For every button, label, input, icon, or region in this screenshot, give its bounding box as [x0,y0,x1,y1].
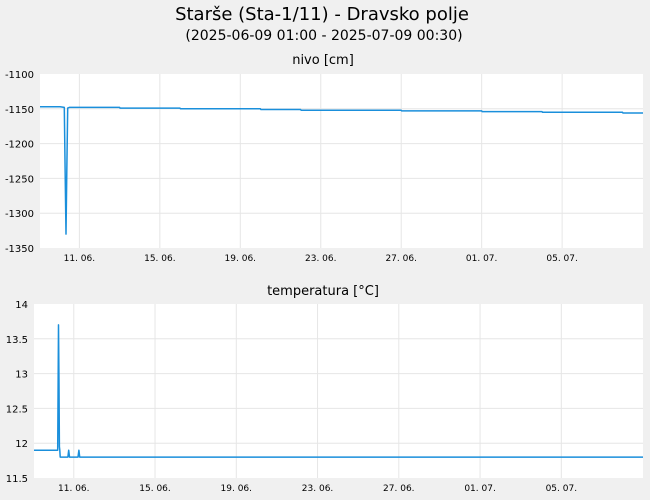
chart-temperatura-plot-area [34,304,643,478]
nivo-series-line [40,105,643,235]
nivo-xtick-label: 15. 06. [144,254,176,264]
nivo-ytick-label: -1150 [5,105,34,116]
page-title: Starše (Sta-1/11) - Dravsko polje [175,4,469,25]
page-subtitle: (2025-06-09 01:00 - 2025-07-09 00:30) [185,28,462,44]
temperatura-ytick-label: 12 [15,439,28,450]
nivo-ytick-label: -1350 [5,244,34,255]
chart-nivo-plot-area [40,74,643,248]
temperatura-series-line [34,324,643,458]
temperatura-xtick-label: 23. 06. [302,484,334,494]
nivo-ytick-label: -1250 [5,174,34,185]
nivo-xtick-label: 27. 06. [385,254,417,264]
nivo-xtick-label: 11. 06. [64,254,96,264]
chart-nivo-marks: -1100 -1150 -1200 -1250 -1300 -1350 11. 06. 15.… [5,70,643,264]
nivo-xtick-label: 19. 06. [225,254,257,264]
temperatura-xtick-label: 27. 06. [383,484,415,494]
chart-temperatura-title: temperatura [°C] [267,284,379,299]
temperatura-xtick-label: 15. 06. [139,484,171,494]
nivo-xtick-label: 05. 07. [546,254,578,264]
temperatura-xtick-label: 19. 06. [221,484,253,494]
temperatura-xtick-label: 01. 07. [464,484,496,494]
chart-temperatura-marks: 14 13.5 13 12.5 12 11.5 11. 06. 15. 06. 19. 06. 2… [6,300,643,494]
temperatura-ytick-label: 13 [15,370,28,381]
nivo-ytick-label: -1200 [5,140,34,151]
temperatura-ytick-label: 13.5 [6,335,28,346]
temperatura-xtick-label: 05. 07. [546,484,578,494]
temperatura-ytick-label: 14 [15,300,28,311]
chart-nivo-title: nivo [cm] [292,53,354,68]
chart-temperatura: temperatura [°C] 14 13.5 13 12.5 12 11.5 11. 0… [6,284,643,494]
nivo-ytick-label: -1100 [5,70,34,81]
temperatura-xtick-label: 11. 06. [58,484,90,494]
temperatura-ytick-label: 12.5 [6,404,28,415]
nivo-xtick-label: 01. 07. [466,254,498,264]
nivo-xtick-label: 23. 06. [305,254,337,264]
temperatura-ytick-label: 11.5 [6,474,28,485]
nivo-ytick-label: -1300 [5,209,34,220]
chart-nivo: nivo [cm] -1100 -1150 -1200 -1250 -1300 -1350… [5,53,643,264]
